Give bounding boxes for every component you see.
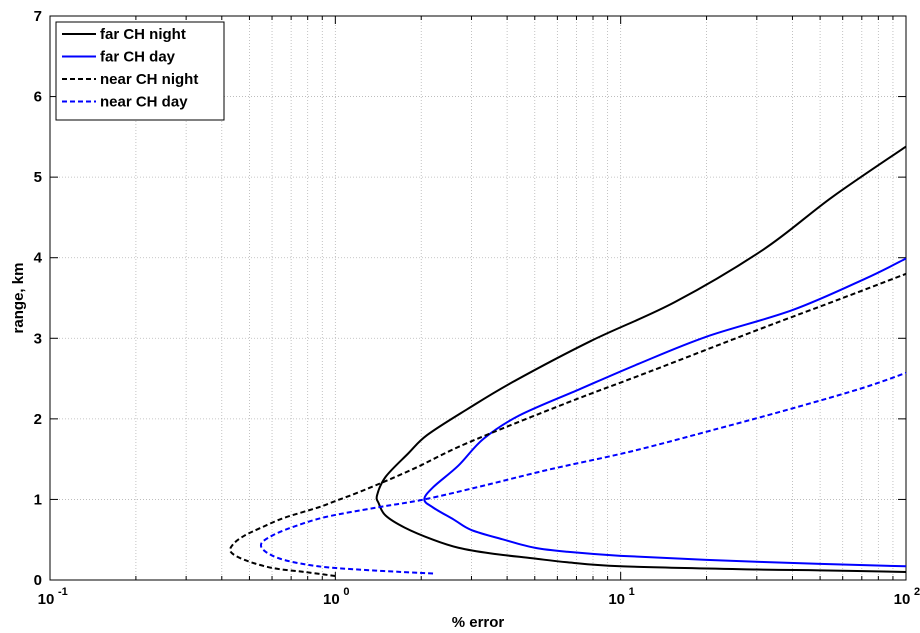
y-tick-label: 2 xyxy=(34,411,42,428)
series-line-near-ch-night xyxy=(229,272,907,577)
legend-label-far-ch-night: far CH night xyxy=(100,26,186,43)
series-line-near-ch-day xyxy=(259,371,907,575)
x-tick-label-exponent: 2 xyxy=(914,586,920,598)
legend: far CH night far CH day near CH night near … xyxy=(55,21,225,121)
y-axis-label: range, km xyxy=(10,263,27,334)
y-tick-label: 6 xyxy=(34,89,42,106)
legend-label-far-ch-day: far CH day xyxy=(100,49,176,66)
x-tick-label-exponent: 0 xyxy=(343,586,349,598)
y-tick-label: 3 xyxy=(34,330,42,347)
x-tick-label: 10 xyxy=(38,591,55,608)
x-tick-label: 10 xyxy=(323,591,340,608)
axis-ticks xyxy=(50,15,906,581)
x-tick-label-exponent: 1 xyxy=(629,586,635,598)
x-tick-label-exponent: -1 xyxy=(58,586,68,598)
x-tick-labels: 10 -1 10 0 10 1 10 2 xyxy=(38,586,920,608)
legend-box xyxy=(55,21,225,121)
y-tick-label: 0 xyxy=(34,572,42,589)
x-tick-label: 10 xyxy=(894,591,911,608)
series-line-far-ch-night xyxy=(375,145,907,573)
x-tick-label: 10 xyxy=(608,591,625,608)
x-axis-label: % error xyxy=(452,614,505,631)
legend-label-near-ch-day: near CH day xyxy=(100,94,188,111)
grid-lines xyxy=(50,16,906,580)
legend-label-near-ch-night: near CH night xyxy=(100,71,198,88)
series-line-far-ch-day xyxy=(423,257,907,568)
y-tick-labels: 0 1 2 3 4 5 6 7 xyxy=(34,8,43,589)
series-layer xyxy=(229,145,907,577)
plot-frame xyxy=(49,15,907,581)
y-tick-label: 1 xyxy=(34,491,42,508)
y-tick-label: 5 xyxy=(34,169,42,186)
y-tick-label: 4 xyxy=(34,250,43,267)
y-tick-label: 7 xyxy=(34,8,42,25)
